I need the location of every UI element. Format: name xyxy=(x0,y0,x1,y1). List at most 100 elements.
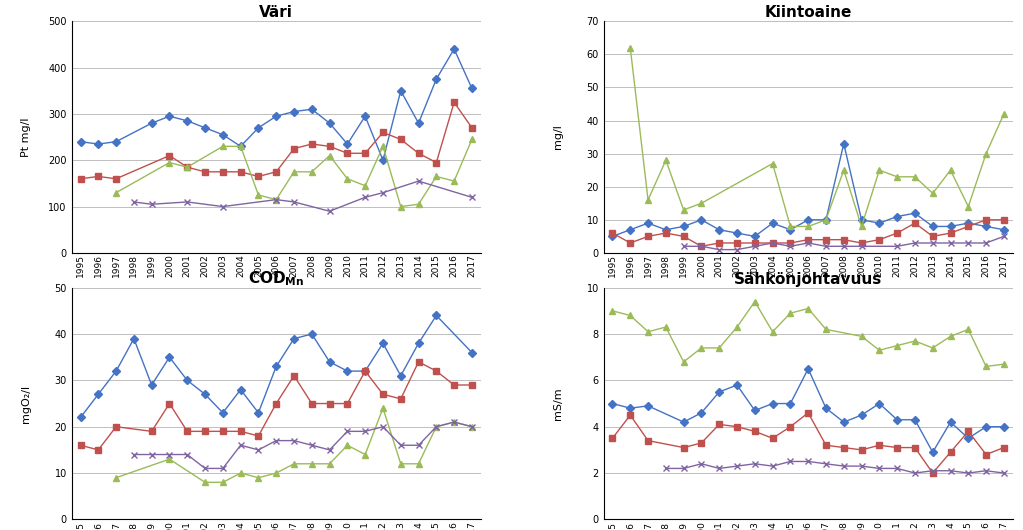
Muhosjoki Mu31 xyxy=(838,167,850,173)
Utosjoki Ut1 xyxy=(641,437,654,444)
Muhosjoki Mu31 xyxy=(819,326,832,332)
Y-axis label: mg/l: mg/l xyxy=(552,125,563,149)
Sanginjoki Sa0 xyxy=(677,223,690,229)
Sanginjoki Sa0 xyxy=(412,340,425,347)
Muhosjoki Mu31 xyxy=(234,470,247,476)
Muhosjoki Mu31 xyxy=(927,190,939,197)
Line: Sanginjoki Sa0: Sanginjoki Sa0 xyxy=(78,46,475,163)
Kutujoki Kut14 xyxy=(270,197,282,203)
Muhosjoki Mu31 xyxy=(448,419,460,425)
Utosjoki Ut1 xyxy=(323,143,336,149)
Kutujoki Kut14 xyxy=(944,240,957,246)
Kutujoki Kut14 xyxy=(145,452,158,458)
Muhosjoki Mu31 xyxy=(677,359,690,365)
Kutujoki Kut14 xyxy=(730,246,743,253)
Muhosjoki Mu31 xyxy=(624,45,636,51)
Muhosjoki Mu31 xyxy=(997,361,1010,367)
Sanginjoki Sa0 xyxy=(838,140,850,147)
Muhosjoki Mu31 xyxy=(323,153,336,159)
Sanginjoki Sa0 xyxy=(963,220,975,226)
Sanginjoki Sa0 xyxy=(730,230,743,236)
Sanginjoki Sa0 xyxy=(819,405,832,411)
Utosjoki Ut1 xyxy=(624,412,636,418)
Utosjoki Ut1 xyxy=(838,444,850,450)
Kutujoki Kut14 xyxy=(766,240,779,246)
Kutujoki Kut14 xyxy=(181,452,193,458)
Utosjoki Ut1 xyxy=(927,233,939,240)
Kutujoki Kut14 xyxy=(234,442,247,448)
Utosjoki Ut1 xyxy=(696,243,708,250)
Kutujoki Kut14 xyxy=(819,461,832,467)
Utosjoki Ut1 xyxy=(431,368,443,374)
Muhosjoki Mu31 xyxy=(342,442,354,448)
Kutujoki Kut14 xyxy=(927,240,939,246)
Sanginjoki Sa0 xyxy=(75,138,87,145)
Sanginjoki Sa0 xyxy=(270,113,282,119)
Sanginjoki Sa0 xyxy=(766,400,779,407)
Muhosjoki Mu31 xyxy=(785,223,797,229)
Legend: Sanginjoki Sa0, Utosjoki Ut1, Muhosjoki Mu31, Kutujoki Kut14: Sanginjoki Sa0, Utosjoki Ut1, Muhosjoki … xyxy=(77,378,292,411)
Utosjoki Ut1 xyxy=(713,240,725,246)
Muhosjoki Mu31 xyxy=(819,217,832,223)
Sanginjoki Sa0 xyxy=(944,223,957,229)
Sanginjoki Sa0 xyxy=(376,340,389,347)
Kutujoki Kut14 xyxy=(855,463,868,469)
Sanginjoki Sa0 xyxy=(927,223,939,229)
Utosjoki Ut1 xyxy=(908,220,921,226)
Sanginjoki Sa0 xyxy=(234,143,247,149)
Utosjoki Ut1 xyxy=(730,240,743,246)
Utosjoki Ut1 xyxy=(217,428,229,435)
Utosjoki Ut1 xyxy=(749,240,761,246)
Sanginjoki Sa0 xyxy=(234,386,247,393)
Sanginjoki Sa0 xyxy=(997,423,1010,430)
Muhosjoki Mu31 xyxy=(465,423,478,430)
Muhosjoki Mu31 xyxy=(253,474,265,481)
Muhosjoki Mu31 xyxy=(749,298,761,305)
Sanginjoki Sa0 xyxy=(395,373,407,379)
Muhosjoki Mu31 xyxy=(927,344,939,351)
Utosjoki Ut1 xyxy=(855,240,868,246)
Sanginjoki Sa0 xyxy=(253,410,265,416)
Sanginjoki Sa0 xyxy=(92,391,104,398)
Utosjoki Ut1 xyxy=(660,230,672,236)
Utosjoki Ut1 xyxy=(287,145,300,152)
Muhosjoki Mu31 xyxy=(855,223,868,229)
Kutujoki Kut14 xyxy=(944,467,957,474)
Utosjoki Ut1 xyxy=(359,368,371,374)
Kutujoki Kut14 xyxy=(749,243,761,250)
Line: Muhosjoki Mu31: Muhosjoki Mu31 xyxy=(113,405,476,486)
Utosjoki Ut1 xyxy=(766,435,779,441)
Utosjoki Ut1 xyxy=(766,240,779,246)
Sanginjoki Sa0 xyxy=(431,312,443,319)
Utosjoki Ut1 xyxy=(855,447,868,453)
Utosjoki Ut1 xyxy=(730,423,743,430)
Sanginjoki Sa0 xyxy=(323,359,336,365)
Sanginjoki Sa0 xyxy=(908,210,921,216)
Utosjoki Ut1 xyxy=(785,240,797,246)
Kutujoki Kut14 xyxy=(287,437,300,444)
Sanginjoki Sa0 xyxy=(749,408,761,414)
Sanginjoki Sa0 xyxy=(660,226,672,233)
Muhosjoki Mu31 xyxy=(306,461,318,467)
Kutujoki Kut14 xyxy=(997,233,1010,240)
Kutujoki Kut14 xyxy=(766,463,779,469)
Muhosjoki Mu31 xyxy=(855,333,868,340)
Line: Sanginjoki Sa0: Sanginjoki Sa0 xyxy=(610,141,1007,239)
Line: Muhosjoki Mu31: Muhosjoki Mu31 xyxy=(627,44,1008,230)
Sanginjoki Sa0 xyxy=(145,120,158,126)
Sanginjoki Sa0 xyxy=(980,223,992,229)
Kutujoki Kut14 xyxy=(323,208,336,215)
Title: Sähkönjohtavuus: Sähkönjohtavuus xyxy=(735,271,882,287)
Utosjoki Ut1 xyxy=(359,150,371,156)
Kutujoki Kut14 xyxy=(145,201,158,207)
Muhosjoki Mu31 xyxy=(342,175,354,182)
Utosjoki Ut1 xyxy=(624,240,636,246)
Kutujoki Kut14 xyxy=(217,465,229,472)
Utosjoki Ut1 xyxy=(306,400,318,407)
Muhosjoki Mu31 xyxy=(217,143,229,149)
Muhosjoki Mu31 xyxy=(376,143,389,149)
Muhosjoki Mu31 xyxy=(713,344,725,351)
Muhosjoki Mu31 xyxy=(431,423,443,430)
Sanginjoki Sa0 xyxy=(198,125,211,131)
Muhosjoki Mu31 xyxy=(217,479,229,485)
